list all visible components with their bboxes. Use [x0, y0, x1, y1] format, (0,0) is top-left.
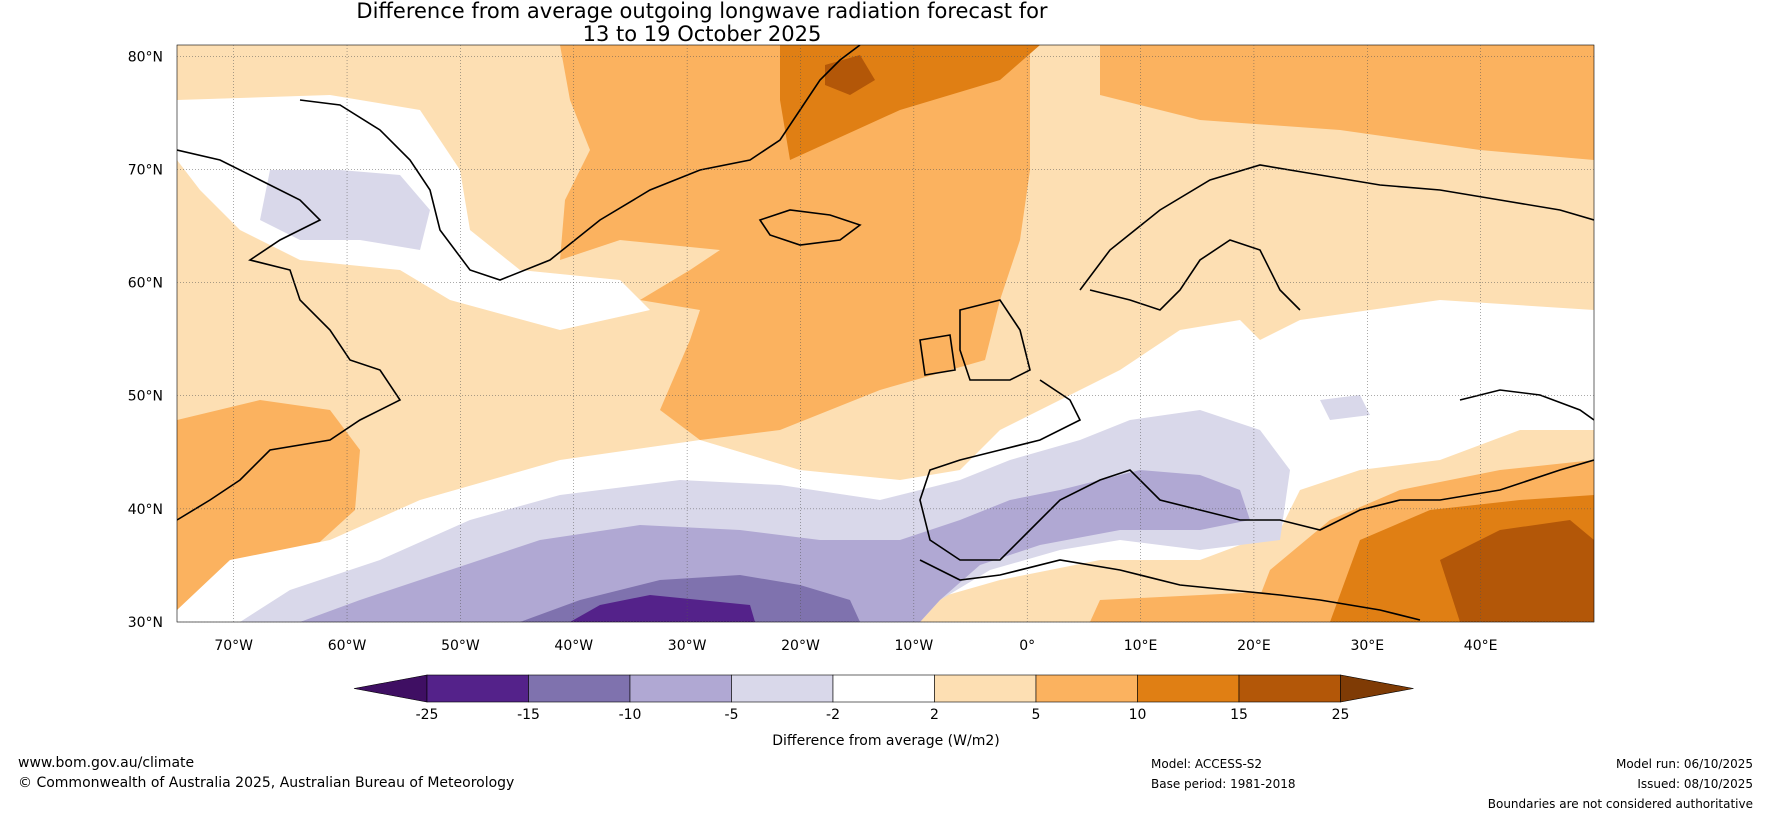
coastline-britain: [959, 299, 1031, 381]
legend-title: Difference from average (W/m2): [772, 733, 999, 749]
coastline-canada: [177, 149, 402, 521]
legend-swatch: [731, 674, 834, 703]
lon-label: 40°E: [1464, 638, 1498, 654]
lat-label: 30°N: [128, 615, 163, 631]
legend-swatch: [1035, 674, 1138, 703]
legend-tick: 2: [930, 707, 939, 723]
model-text: Model: ACCESS-S2: [1151, 757, 1263, 771]
lon-label: 70°W: [214, 638, 253, 654]
legend-swatch: [426, 674, 529, 703]
lon-label: 40°W: [554, 638, 593, 654]
anomaly-region-light-purple-ukraine: [1320, 395, 1370, 420]
copyright-text: © Commonwealth of Australia 2025, Austra…: [18, 775, 515, 791]
lon-label: 20°E: [1237, 638, 1271, 654]
legend-tick: -10: [619, 707, 642, 723]
lat-label: 50°N: [128, 389, 163, 405]
lon-label: 20°W: [781, 638, 820, 654]
lat-label: 60°N: [128, 276, 163, 292]
lon-label: 30°W: [668, 638, 707, 654]
anomaly-region-orange-canada: [177, 400, 360, 610]
anomaly-region-deep-orange-greenland: [825, 55, 875, 95]
issued-text: Issued: 08/10/2025: [1637, 777, 1753, 791]
legend-tick: 15: [1230, 707, 1248, 723]
base-period-text: Base period: 1981-2018: [1151, 777, 1296, 791]
legend-arrow-high: [1340, 674, 1414, 703]
latitude-labels: 80°N 70°N 60°N 50°N 40°N 30°N: [128, 49, 163, 631]
legend-colorbar: [353, 674, 1414, 703]
legend-tick: -5: [725, 707, 739, 723]
legend-tick: -2: [826, 707, 840, 723]
title-line-1: Difference from average outgoing longwav…: [356, 0, 1048, 23]
legend-tick: -15: [517, 707, 540, 723]
coastline-ireland: [919, 334, 956, 376]
boundaries-note: Boundaries are not considered authoritat…: [1487, 797, 1753, 811]
lon-label: 10°W: [895, 638, 934, 654]
lon-label: 10°E: [1124, 638, 1158, 654]
coastline-greenland: [299, 45, 861, 281]
coastline-iceland: [758, 209, 862, 246]
footer-run-info: Model run: 06/10/2025 Issued: 08/10/2025…: [1488, 754, 1753, 814]
site-link[interactable]: www.bom.gov.au/climate: [18, 755, 195, 771]
legend-arrow-low: [353, 674, 428, 703]
map-title: Difference from average outgoing longwav…: [0, 0, 1404, 46]
coastline-mediterranean-north: [919, 379, 1594, 561]
anomaly-region-orange-sahara: [1090, 590, 1300, 622]
legend-swatch: [1238, 674, 1341, 703]
legend-tick: -25: [416, 707, 439, 723]
coastlines: [177, 45, 1594, 621]
legend-tick-labels: -25 -15 -10 -5 -2 2 5 10 15 25: [416, 707, 1350, 723]
legend-swatch: [528, 674, 631, 703]
legend-tick: 10: [1129, 707, 1147, 723]
lon-label: 60°W: [328, 638, 367, 654]
legend-swatch: [832, 674, 935, 703]
anomaly-region-purple: [300, 470, 1250, 622]
anomaly-region-deep-purple: [570, 595, 755, 622]
coastline-scandinavia: [1079, 164, 1594, 291]
lat-label: 80°N: [128, 49, 163, 65]
anomaly-field: [177, 45, 1594, 622]
coastline-baltic: [1089, 239, 1301, 311]
graticule: [177, 45, 1594, 623]
longitude-labels: 70°W 60°W 50°W 40°W 30°W 20°W 10°W 0° 10°E 20°E 30…: [214, 638, 1497, 654]
legend-tick: 25: [1332, 707, 1350, 723]
model-run-text: Model run: 06/10/2025: [1615, 757, 1753, 771]
legend-swatch: [1137, 674, 1240, 703]
legend-tick: 5: [1032, 707, 1041, 723]
legend-swatch: [629, 674, 732, 703]
legend-swatch: [934, 674, 1037, 703]
lon-label: 50°W: [441, 638, 480, 654]
anomaly-region-orange-arctic: [1100, 45, 1594, 160]
footer-left: www.bom.gov.au/climate © Commonwealth of…: [18, 753, 514, 793]
coastline-north-africa: [919, 559, 1421, 621]
anomaly-region-light-purple-labrador: [260, 170, 430, 250]
lat-label: 40°N: [128, 502, 163, 518]
footer-model-info: Model: ACCESS-S2 Base period: 1981-2018: [1151, 754, 1296, 794]
lat-label: 70°N: [128, 162, 163, 178]
lon-label: 0°: [1019, 638, 1035, 654]
lon-label: 30°E: [1350, 638, 1384, 654]
coastline-black-sea: [1459, 389, 1594, 421]
title-line-2: 13 to 19 October 2025: [582, 22, 822, 46]
anomaly-region-deep-orange-mideast: [1440, 520, 1594, 622]
